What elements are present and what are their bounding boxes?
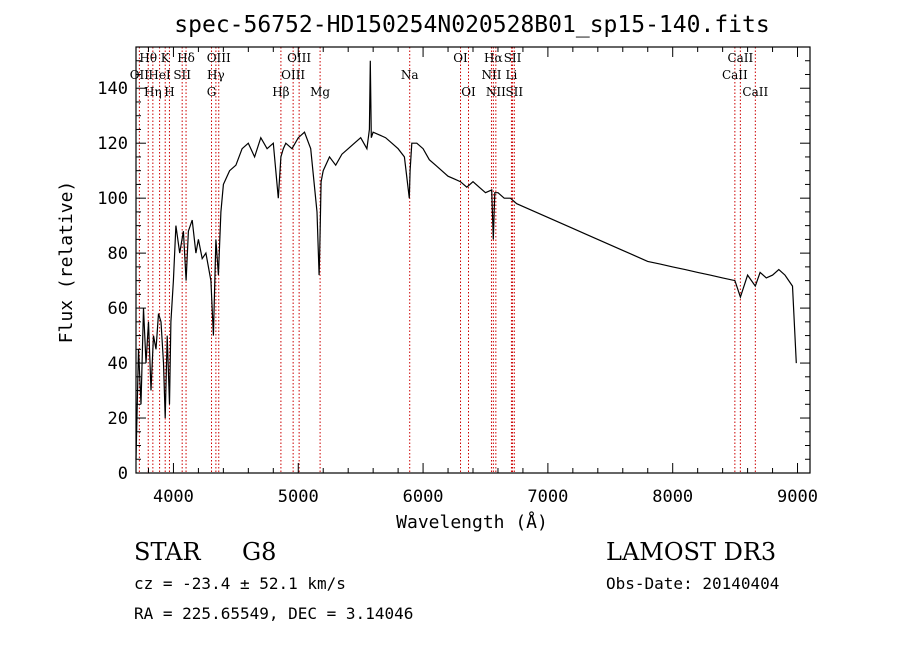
line-label-16: OI [453, 51, 468, 65]
x-tick-label-2: 6000 [403, 487, 444, 507]
y-tick-label-6: 120 [97, 134, 128, 154]
flux-series-line [135, 60, 797, 460]
spectral-line-labels: Hθ OII Hη HeI K H SII Hδ G Hγ OIII Hβ OIII OIII Mg Na OI… [130, 51, 769, 99]
line-label-22: SII [504, 51, 522, 65]
y-tick-label-1: 20 [108, 409, 128, 429]
line-label-12: OIII [281, 68, 305, 82]
redshift-velocity: cz = -23.4 ± 52.1 km/s [134, 574, 346, 593]
line-label-21: Li [506, 68, 518, 82]
line-label-15: Na [401, 68, 419, 82]
sky-coordinates: RA = 225.65549, DEC = 3.14046 [134, 604, 414, 623]
y-tick-label-3: 60 [108, 299, 128, 319]
line-label-10: OIII [207, 51, 231, 65]
line-label-13: OIII [287, 51, 311, 65]
observation-date: Obs-Date: 20140404 [606, 574, 780, 593]
line-label-20: NII [486, 85, 506, 99]
line-label-4: K [161, 51, 171, 65]
line-label-18: NII [481, 68, 501, 82]
line-label-26: CaII [742, 85, 768, 99]
line-label-11: Hβ [272, 85, 289, 99]
line-label-6: SII [173, 68, 191, 82]
line-label-25: CaII [727, 51, 753, 65]
plot-frame [135, 46, 811, 474]
survey-name: LAMOST DR3 [606, 538, 777, 566]
y-axis-ticks: 0 20 40 60 80 100 120 140 [97, 60, 810, 484]
y-tick-label-4: 80 [108, 244, 128, 264]
line-label-7: Hδ [177, 51, 195, 65]
chart-title: spec-56752-HD150254N020528B01_sp15-140.f… [174, 12, 769, 38]
line-label-2: Hη [144, 85, 162, 99]
y-tick-label-7: 140 [97, 79, 128, 99]
line-label-24: CaII [722, 68, 748, 82]
x-tick-label-4: 8000 [652, 487, 693, 507]
line-label-5: H [164, 85, 174, 99]
line-label-19: Hα [484, 51, 503, 65]
line-label-3: HeI [148, 68, 171, 82]
x-tick-label-3: 7000 [527, 487, 568, 507]
line-label-23: SII [505, 85, 523, 99]
x-tick-label-1: 5000 [278, 487, 319, 507]
line-label-9: Hγ [207, 68, 225, 82]
line-label-17: OI [461, 85, 476, 99]
line-label-8: G [207, 85, 217, 99]
object-subclass: G8 [242, 538, 277, 566]
y-axis-label: Flux (relative) [56, 181, 77, 344]
y-tick-label-0: 0 [118, 464, 128, 484]
x-tick-label-5: 9000 [777, 487, 818, 507]
spectral-line-markers [138, 47, 756, 473]
x-axis-label: Wavelength (Å) [396, 511, 548, 533]
line-label-0: Hθ [139, 51, 157, 65]
object-class: STAR [134, 538, 201, 566]
y-tick-label-2: 40 [108, 354, 128, 374]
line-label-14: Mg [310, 85, 330, 99]
x-tick-label-0: 4000 [153, 487, 194, 507]
line-label-1: OII [130, 68, 150, 82]
y-tick-label-5: 100 [97, 189, 128, 209]
x-axis-ticks: 4000 5000 6000 7000 8000 9000 [147, 47, 818, 507]
